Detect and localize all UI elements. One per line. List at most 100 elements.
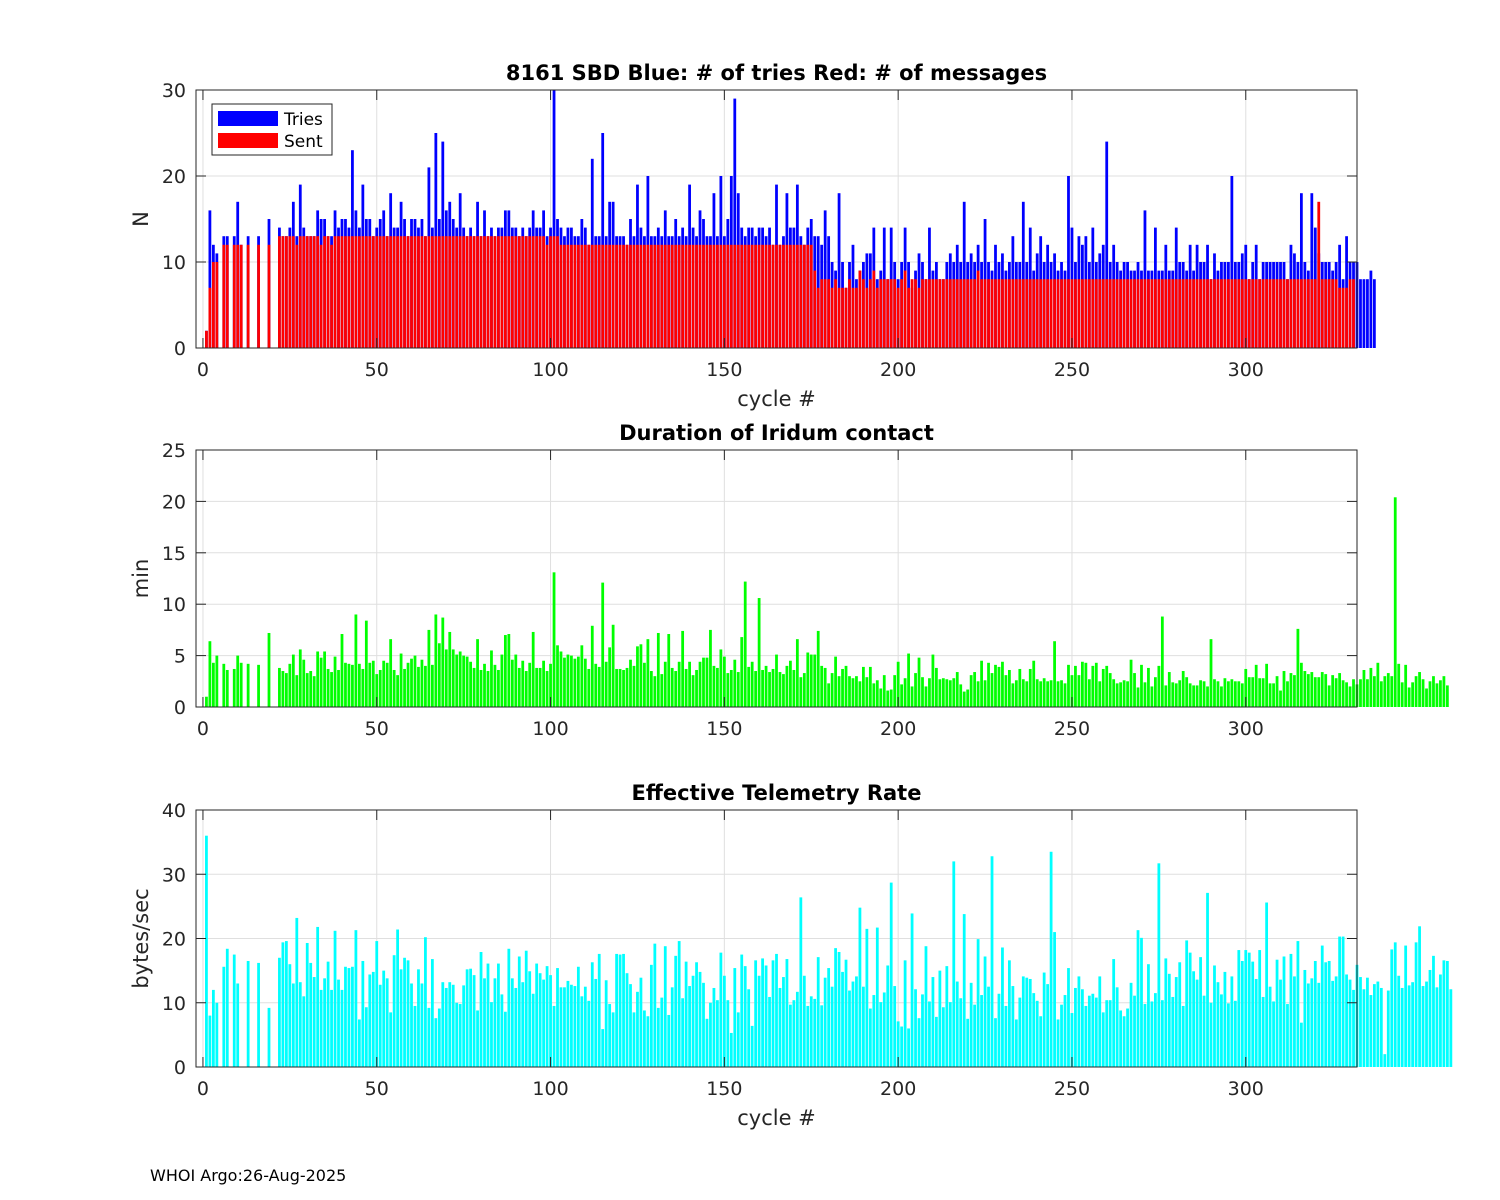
bar-rate <box>834 948 837 1067</box>
bar-rate <box>1108 1000 1112 1067</box>
bar-duration <box>601 582 605 707</box>
bar-duration <box>618 668 622 707</box>
bar-sent <box>410 236 413 348</box>
bar-rate <box>1327 960 1331 1067</box>
x-tick-label: 0 <box>197 359 209 381</box>
bar-duration <box>1251 677 1255 707</box>
bar-duration <box>1439 680 1442 707</box>
bar-rate <box>1122 1016 1126 1067</box>
bar-duration <box>1164 685 1168 707</box>
bar-sent <box>1341 287 1345 348</box>
bar-sent <box>868 279 872 348</box>
bar-rate <box>462 985 466 1067</box>
bar-duration <box>1001 661 1004 707</box>
bar-sent <box>451 236 455 348</box>
x-tick-label: 300 <box>1228 1078 1264 1100</box>
bar-rate <box>618 954 622 1067</box>
bar-duration <box>427 629 431 707</box>
bar-rate <box>782 977 785 1067</box>
bar-sent <box>1160 279 1164 348</box>
bar-duration <box>994 664 997 707</box>
bar-tries <box>208 210 212 348</box>
bar-duration <box>1310 672 1314 707</box>
bar-rate <box>945 966 949 1067</box>
bar-rate <box>712 987 716 1067</box>
legend-swatch-tries <box>218 111 278 126</box>
bar-sent <box>969 279 973 348</box>
bar-duration <box>740 637 744 707</box>
bar-sent <box>1126 279 1129 348</box>
bar-sent <box>1046 279 1050 348</box>
bar-rate <box>448 982 452 1067</box>
bar-rate <box>583 986 587 1067</box>
bar-duration <box>549 663 552 707</box>
bar-duration <box>976 681 980 707</box>
bar-duration <box>827 683 831 707</box>
bar-duration <box>1115 683 1119 707</box>
y-tick-label: 10 <box>162 594 186 616</box>
bar-rate <box>823 977 827 1067</box>
bar-sent <box>1171 279 1175 348</box>
bar-rate <box>570 984 573 1067</box>
bar-sent <box>757 244 761 348</box>
bar-duration <box>1167 672 1171 707</box>
bar-duration <box>1035 679 1039 707</box>
bar-duration <box>959 684 963 707</box>
bar-duration <box>660 674 664 707</box>
bar-duration <box>1226 681 1230 707</box>
bar-rate <box>841 971 844 1067</box>
bar-sent <box>643 244 646 348</box>
bar-rate <box>948 1002 952 1067</box>
bar-rate <box>622 953 625 1067</box>
bar-sent <box>980 279 983 348</box>
bar-sent <box>733 244 737 348</box>
bar-sent <box>795 244 799 348</box>
bar-rate <box>611 1012 615 1067</box>
bar-rate <box>1331 980 1335 1067</box>
bar-duration <box>1126 681 1129 707</box>
bar-duration <box>653 676 657 707</box>
bar-sent <box>917 287 921 348</box>
bar-sent <box>566 244 570 348</box>
bar-sent <box>782 244 785 348</box>
bar-duration <box>868 666 872 707</box>
bar-duration <box>361 668 365 707</box>
bar-sent <box>284 236 288 348</box>
bar-duration <box>705 657 709 707</box>
bar-sent <box>472 236 476 348</box>
bar-sent <box>1112 279 1116 348</box>
bar-sent <box>1338 287 1342 348</box>
bar-rate <box>789 1004 792 1067</box>
bar-rate <box>1101 1012 1105 1067</box>
bar-duration <box>587 668 591 707</box>
bar-sent <box>785 244 789 348</box>
bar-sent <box>695 244 698 348</box>
bar-duration <box>1084 662 1088 707</box>
bar-sent <box>1115 279 1119 348</box>
bar-rate <box>326 961 330 1067</box>
bar-sent <box>257 244 260 348</box>
bar-rate <box>1397 975 1401 1067</box>
bar-rate <box>396 929 400 1067</box>
bar-sent <box>862 279 865 348</box>
bar-duration <box>816 630 820 707</box>
bar-duration <box>875 680 879 707</box>
bar-rate <box>1091 993 1095 1067</box>
bar-rate <box>649 964 653 1067</box>
bar-rate <box>872 995 876 1067</box>
bar-rate <box>1390 949 1394 1067</box>
bar-duration <box>1432 676 1435 707</box>
bar-duration <box>1404 664 1408 707</box>
bar-duration <box>521 660 525 707</box>
bar-duration <box>1369 667 1373 707</box>
bar-sent <box>1240 279 1244 348</box>
bar-duration <box>1414 676 1418 707</box>
x-tick-label: 100 <box>532 359 568 381</box>
bar-rate <box>625 973 629 1067</box>
bar-duration <box>663 661 667 707</box>
bar-rate <box>1018 997 1022 1067</box>
bar-duration <box>820 665 824 707</box>
bar-rate <box>1320 945 1324 1067</box>
bar-sent <box>1185 279 1189 348</box>
bar-duration <box>802 673 806 707</box>
